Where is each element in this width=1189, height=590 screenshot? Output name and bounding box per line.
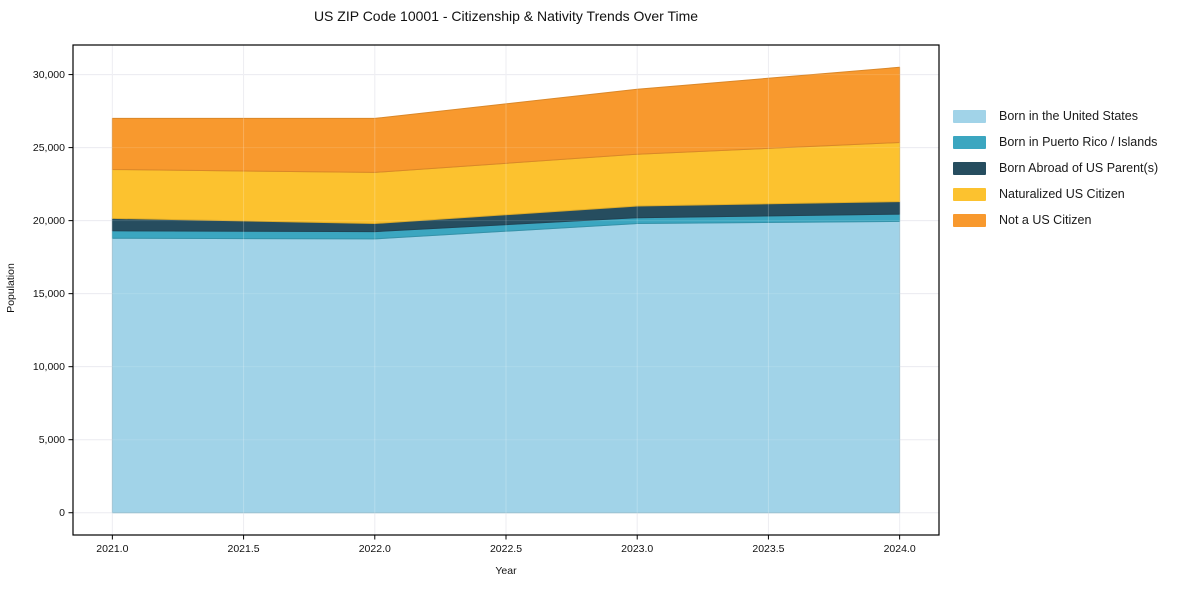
- y-tick-label: 20,000: [33, 215, 65, 227]
- legend-item: Naturalized US Citizen: [953, 181, 1158, 207]
- x-tick-label: 2021.5: [228, 543, 260, 555]
- legend-swatch-naturalized: [953, 187, 986, 201]
- legend-item: Born Abroad of US Parent(s): [953, 155, 1158, 181]
- legend-label: Born in Puerto Rico / Islands: [999, 135, 1158, 149]
- legend: Born in the United States Born in Puerto…: [953, 103, 1158, 233]
- x-axis-label: Year: [495, 565, 517, 577]
- legend-swatch-born-abroad: [953, 161, 986, 175]
- y-tick-label: 10,000: [33, 361, 65, 373]
- x-tick-label: 2023.5: [752, 543, 784, 555]
- y-tick-label: 0: [59, 507, 65, 519]
- legend-label: Naturalized US Citizen: [999, 187, 1125, 201]
- y-tick-label: 15,000: [33, 288, 65, 300]
- legend-label: Born in the United States: [999, 109, 1138, 123]
- y-tick-label: 30,000: [33, 69, 65, 81]
- y-tick-label: 5,000: [39, 434, 65, 446]
- legend-swatch-puerto-rico: [953, 135, 986, 149]
- x-tick-label: 2024.0: [884, 543, 916, 555]
- x-tick-label: 2023.0: [621, 543, 653, 555]
- legend-label: Not a US Citizen: [999, 213, 1092, 227]
- legend-item: Born in the United States: [953, 103, 1158, 129]
- legend-item: Born in Puerto Rico / Islands: [953, 129, 1158, 155]
- area-series-4: [111, 66, 901, 173]
- x-tick-label: 2021.0: [96, 543, 128, 555]
- y-axis-label: Population: [5, 263, 17, 313]
- legend-swatch-born-us: [953, 109, 986, 123]
- legend-item: Not a US Citizen: [953, 207, 1158, 233]
- legend-label: Born Abroad of US Parent(s): [999, 161, 1159, 175]
- x-tick-label: 2022.5: [490, 543, 522, 555]
- chart-title: US ZIP Code 10001 - Citizenship & Nativi…: [313, 8, 699, 24]
- y-tick-label: 25,000: [33, 142, 65, 154]
- x-tick-label: 2022.0: [359, 543, 391, 555]
- legend-swatch-not-citizen: [953, 213, 986, 227]
